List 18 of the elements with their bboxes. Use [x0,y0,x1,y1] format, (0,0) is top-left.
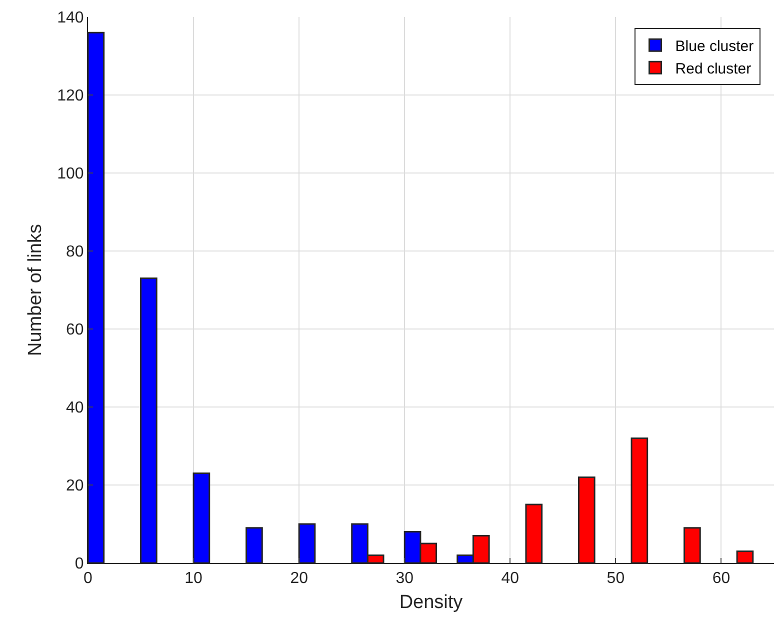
y-axis-title: Number of links [24,224,46,356]
legend-label: Blue cluster [675,38,754,56]
x-tick-label: 40 [501,570,520,588]
x-tick-label: 20 [290,570,308,588]
y-tick-label: 140 [57,10,84,27]
y-tick-label: 100 [57,166,84,183]
x-tick-label: 10 [184,570,203,588]
x-tick-label: 50 [606,570,625,588]
y-tick-label: 40 [66,400,84,417]
x-axis-title: Density [399,592,464,613]
legend-label: Red cluster [675,60,752,78]
y-tick-label: 120 [57,88,84,105]
x-tick-label: 60 [712,570,730,588]
y-tick-label: 60 [66,322,84,339]
y-tick-label: 0 [74,556,84,573]
x-tick-label: 30 [396,570,414,588]
y-tick-label: 80 [66,244,84,261]
y-tick-label: 20 [66,478,84,495]
